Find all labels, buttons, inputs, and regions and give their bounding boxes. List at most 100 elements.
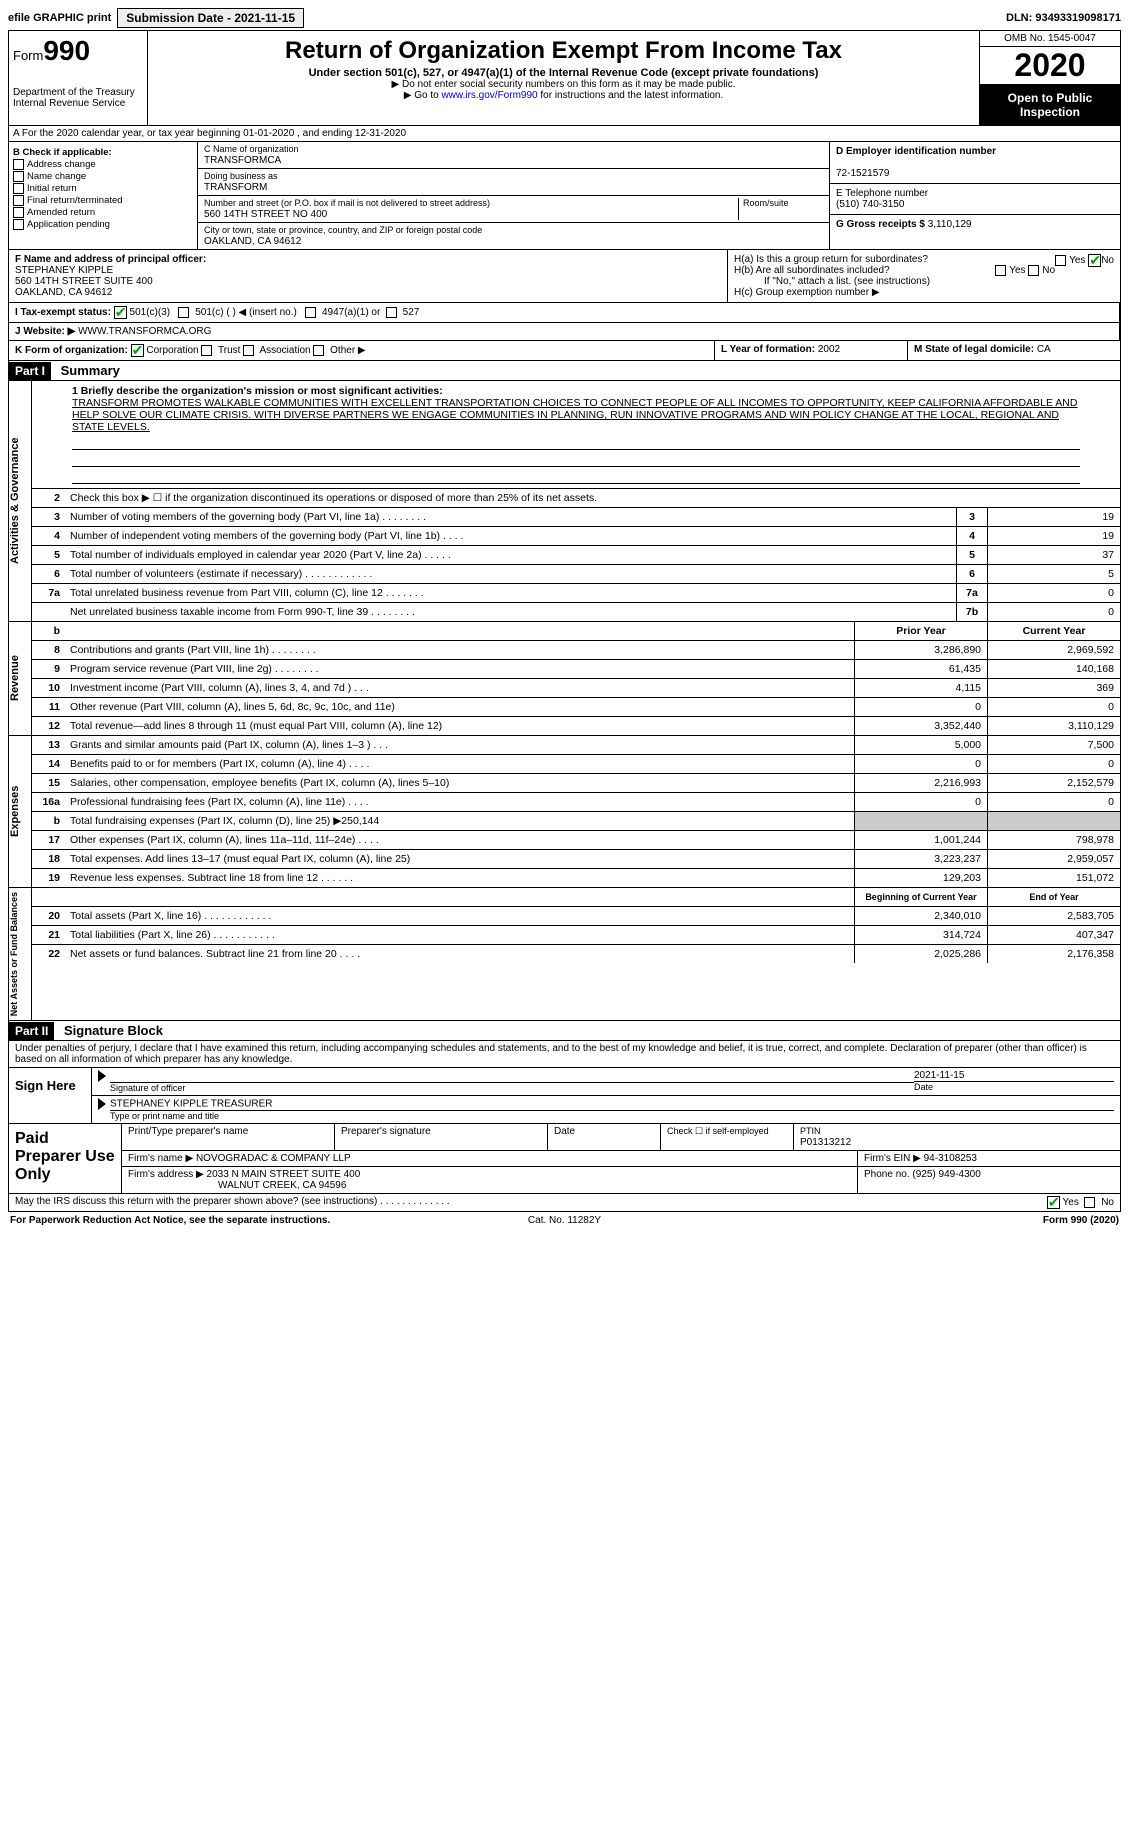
row-a: A For the 2020 calendar year, or tax yea… [8,126,1121,142]
entity-block: B Check if applicable: Address change Na… [8,142,1121,250]
date-lbl: Date [914,1081,1114,1092]
mission-lbl: 1 Briefly describe the organization's mi… [72,385,443,397]
form-title: Return of Organization Exempt From Incom… [152,37,975,65]
ptin-hdr: PTIN [800,1126,821,1136]
form-subtitle: Under section 501(c), 527, or 4947(a)(1)… [152,67,975,79]
col-b: b [32,623,66,639]
street: 560 14TH STREET NO 400 [204,209,327,220]
name-lbl: C Name of organization [204,144,299,154]
l-lbl: L Year of formation: [721,344,815,355]
no: No [1042,265,1055,276]
footer-left: For Paperwork Reduction Act Notice, see … [10,1215,380,1226]
cb-initial[interactable]: Initial return [27,183,77,194]
ein-lbl: D Employer identification number [836,146,996,157]
prep-name-hdr: Print/Type preparer's name [122,1124,335,1150]
col-boy: Beginning of Current Year [854,888,987,906]
addr-lbl: Number and street (or P.O. box if mail i… [204,198,490,208]
b-title: B Check if applicable: [13,147,112,158]
cb-app[interactable]: Application pending [27,219,110,230]
row-fgh: F Name and address of principal officer:… [8,250,1121,303]
part1-tag: Part I [9,362,51,380]
opt-corp: Corporation [146,345,198,356]
firm-phone: (925) 949-4300 [912,1169,980,1180]
no: No [1101,1197,1114,1208]
revenue-section: Revenue bPrior YearCurrent Year 8Contrib… [8,622,1121,736]
ha-label: H(a) Is this a group return for subordin… [734,254,928,265]
row-i: I Tax-exempt status: 501(c)(3) 501(c) ( … [8,303,1121,323]
dln-label: DLN: 93493319098171 [1006,12,1121,24]
paid-preparer: Paid Preparer Use Only Print/Type prepar… [8,1124,1121,1194]
discuss-yes-cb[interactable] [1047,1196,1060,1209]
block-b: B Check if applicable: Address change Na… [9,142,198,249]
block-c: C Name of organizationTRANSFORMCA Doing … [198,142,829,249]
footer: For Paperwork Reduction Act Notice, see … [8,1212,1121,1229]
telephone: (510) 740-3150 [836,199,904,210]
cb-address[interactable]: Address change [27,159,96,170]
opt-trust: Trust [218,345,240,356]
discuss-row: May the IRS discuss this return with the… [8,1194,1121,1212]
arrow-icon [98,1070,106,1082]
hb-note: If "No," attach a list. (see instruction… [734,276,1114,287]
dba: TRANSFORM [204,182,267,193]
part1-header: Part I Summary [8,361,1121,381]
part1-title: Summary [55,361,126,380]
yes: Yes [1063,1197,1079,1208]
netassets-section: Net Assets or Fund Balances Beginning of… [8,888,1121,1021]
no: No [1101,255,1114,266]
firm-ein: 94-3108253 [924,1153,977,1164]
self-emp-hdr: Check ☐ if self-employed [661,1124,794,1150]
dept-label: Department of the Treasury Internal Reve… [13,87,143,109]
cb-final[interactable]: Final return/terminated [27,195,123,206]
phone-lbl: Phone no. [864,1169,910,1180]
i-lbl: I Tax-exempt status: [15,307,111,318]
cb-name[interactable]: Name change [27,171,86,182]
sign-here: Sign Here [9,1068,92,1123]
officer-addr2: OAKLAND, CA 94612 [15,287,112,298]
line2: Check this box ▶ ☐ if the organization d… [66,490,1120,506]
col-current: Current Year [987,622,1120,640]
hc-label: H(c) Group exemption number ▶ [734,287,1114,298]
block-d: D Employer identification number 72-15215… [829,142,1120,249]
opt-501c: 501(c) ( ) ◀ (insert no.) [195,307,297,318]
opt-501c3: 501(c)(3) [130,307,171,318]
header-right: OMB No. 1545-0047 2020 Open to Public In… [980,31,1120,125]
cb-amended[interactable]: Amended return [27,207,95,218]
irs-link[interactable]: www.irs.gov/Form990 [441,90,537,101]
paid-title: Paid Preparer Use Only [9,1124,122,1193]
hb-label: H(b) Are all subordinates included? [734,265,890,276]
header-center: Return of Organization Exempt From Incom… [148,31,980,125]
governance-section: Activities & Governance 1 Briefly descri… [8,381,1121,622]
sig-date: 2021-11-15 [914,1070,964,1081]
expenses-section: Expenses 13Grants and similar amounts pa… [8,736,1121,888]
part2-tag: Part II [9,1022,54,1040]
footer-form: Form 990 (2020) [749,1215,1119,1226]
cb-501c3[interactable] [114,306,127,319]
f-lbl: F Name and address of principal officer: [15,254,206,265]
opt-4947: 4947(a)(1) or [322,307,380,318]
tax-year: 2020 [980,47,1120,85]
vtab-net: Net Assets or Fund Balances [9,888,32,1020]
footer-cat: Cat. No. 11282Y [380,1215,750,1226]
form-number: 990 [43,35,90,66]
sig-officer-lbl: Signature of officer [110,1082,914,1093]
vtab-expenses: Expenses [9,736,32,887]
declaration: Under penalties of perjury, I declare th… [8,1041,1121,1068]
submission-date-button[interactable]: Submission Date - 2021-11-15 [117,8,304,28]
ein: 72-1521579 [836,168,889,179]
form-header: Form990 Department of the Treasury Inter… [8,30,1121,126]
org-name: TRANSFORMCA [204,155,281,166]
col-eoy: End of Year [987,888,1120,906]
dba-lbl: Doing business as [204,171,278,181]
note-ssn: ▶ Do not enter social security numbers o… [152,79,975,90]
opt-other: Other ▶ [330,345,365,356]
firm-addr2: WALNUT CREEK, CA 94596 [218,1180,346,1191]
efile-label: efile GRAPHIC print [8,12,111,24]
k-lbl: K Form of organization: [15,345,128,356]
mission-text: TRANSFORM PROMOTES WALKABLE COMMUNITIES … [72,397,1077,433]
m-lbl: M State of legal domicile: [914,344,1034,355]
discuss-q: May the IRS discuss this return with the… [15,1196,1047,1209]
cb-corp[interactable] [131,344,144,357]
room-lbl: Room/suite [743,198,789,208]
firm-addr-lbl: Firm's address ▶ [128,1169,204,1180]
topbar: efile GRAPHIC print Submission Date - 20… [8,8,1121,28]
